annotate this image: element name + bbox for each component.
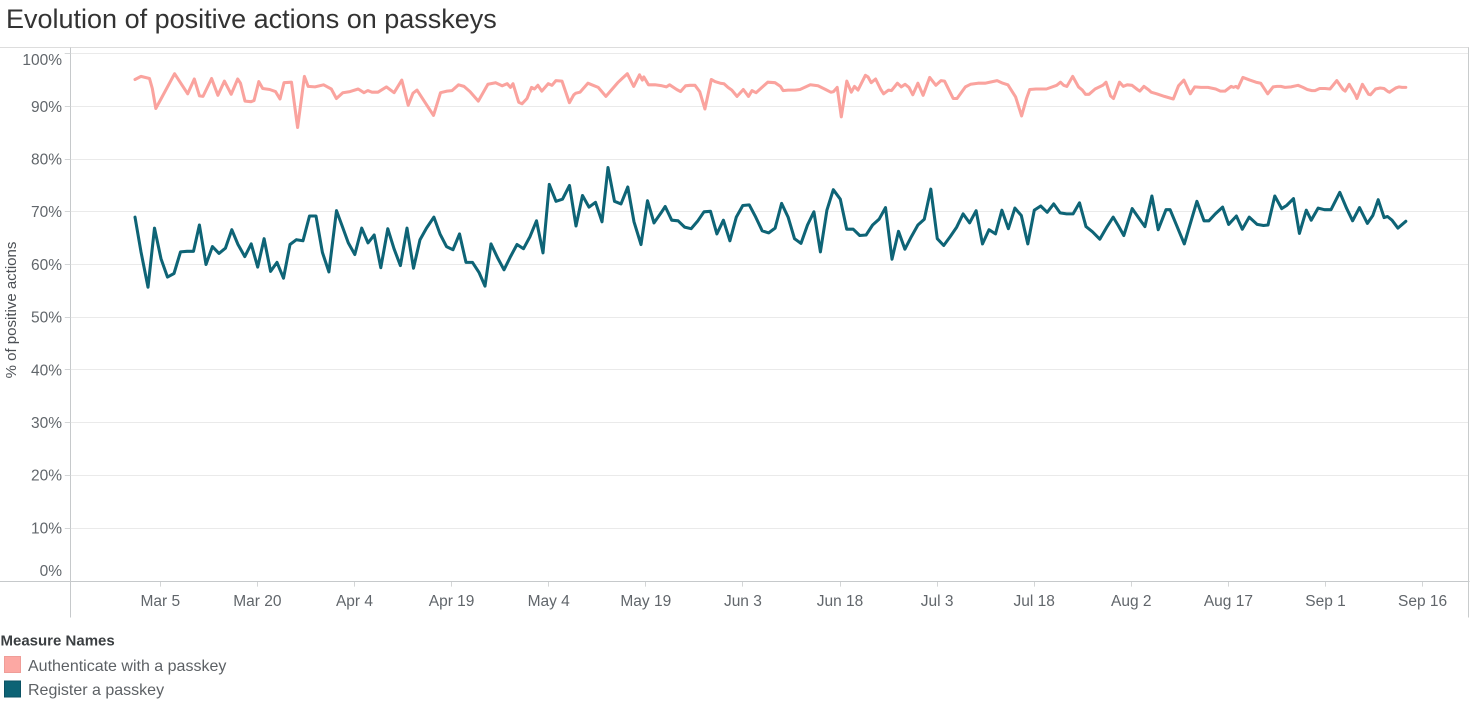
svg-text:Apr 19: Apr 19 [429,593,475,610]
svg-text:100%: 100% [22,52,62,69]
svg-text:Sep 1: Sep 1 [1305,593,1346,610]
svg-text:Apr 4: Apr 4 [336,593,373,610]
svg-text:Jul 18: Jul 18 [1014,593,1055,610]
svg-text:Mar 20: Mar 20 [233,593,282,610]
svg-text:80%: 80% [31,152,62,169]
svg-text:Jun 18: Jun 18 [817,593,864,610]
svg-text:60%: 60% [31,257,62,274]
svg-text:50%: 50% [31,310,62,327]
svg-text:10%: 10% [31,520,62,537]
svg-text:% of positive actions: % of positive actions [3,242,20,379]
svg-text:May 19: May 19 [620,593,671,610]
svg-text:Evolution of positive actions: Evolution of positive actions on passkey… [6,4,497,34]
svg-text:Authenticate with a passkey: Authenticate with a passkey [28,658,226,675]
svg-text:Jun 3: Jun 3 [724,593,762,610]
svg-text:Measure Names: Measure Names [1,632,115,649]
svg-text:Jul 3: Jul 3 [921,593,954,610]
svg-text:70%: 70% [31,204,62,221]
svg-text:40%: 40% [31,362,62,379]
svg-text:30%: 30% [31,415,62,432]
svg-text:Mar 5: Mar 5 [140,593,180,610]
svg-text:Register a passkey: Register a passkey [28,682,164,699]
svg-text:Aug 17: Aug 17 [1204,593,1253,610]
svg-text:90%: 90% [31,99,62,116]
svg-text:Sep 16: Sep 16 [1398,593,1447,610]
svg-text:20%: 20% [31,468,62,485]
svg-text:May 4: May 4 [528,593,571,610]
svg-text:0%: 0% [40,563,63,580]
svg-text:Aug 2: Aug 2 [1111,593,1152,610]
